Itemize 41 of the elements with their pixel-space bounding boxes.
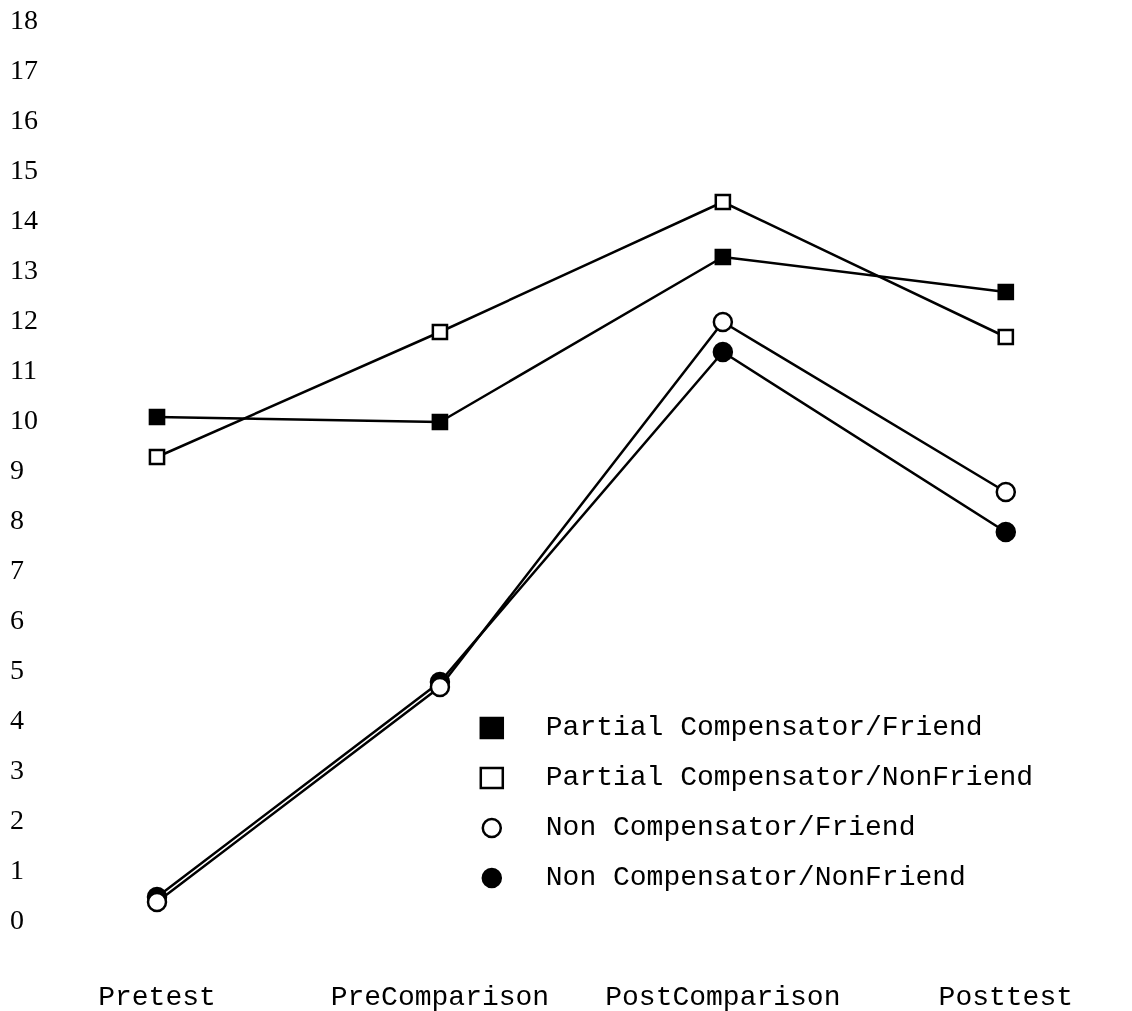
point xyxy=(997,328,1015,346)
y-tick-label: 15 xyxy=(10,154,38,186)
x-tick-label: Pretest xyxy=(98,982,216,1011)
legend-label: Partial Compensator/NonFriend xyxy=(545,762,1034,794)
y-tick-label: 6 xyxy=(10,604,24,636)
y-tick-label: 1 xyxy=(10,854,24,886)
point xyxy=(714,193,732,211)
point xyxy=(146,891,168,913)
x-tick-label: PreComparison xyxy=(330,982,550,1011)
point xyxy=(995,521,1017,543)
point xyxy=(431,413,449,431)
legend-label: Non Compensator/Friend xyxy=(545,812,916,844)
y-tick-label: 5 xyxy=(10,654,24,686)
point xyxy=(712,311,734,333)
point xyxy=(714,248,732,266)
y-tick-label: 9 xyxy=(10,454,24,486)
y-tick-label: 16 xyxy=(10,104,38,136)
point xyxy=(995,481,1017,503)
y-tick-label: 18 xyxy=(10,4,38,36)
point xyxy=(997,283,1015,301)
y-tick-label: 17 xyxy=(10,54,38,86)
y-tick-label: 7 xyxy=(10,554,24,586)
y-tick-label: 4 xyxy=(10,704,24,736)
y-tick-label: 3 xyxy=(10,754,24,786)
y-tick-label: 14 xyxy=(10,204,38,236)
y-tick-label: 10 xyxy=(10,404,38,436)
point xyxy=(148,448,166,466)
point xyxy=(429,676,451,698)
y-tick-label: 8 xyxy=(10,504,24,536)
y-tick-label: 0 xyxy=(10,904,24,936)
legend-label: Non Compensator/NonFriend xyxy=(545,862,966,894)
x-tick-label: Posttest xyxy=(938,982,1073,1011)
y-tick-label: 13 xyxy=(10,254,38,286)
point xyxy=(712,341,734,363)
point xyxy=(148,408,166,426)
y-tick-label: 11 xyxy=(10,354,37,386)
legend-label: Partial Compensator/Friend xyxy=(545,712,983,744)
y-tick-label: 2 xyxy=(10,804,24,836)
y-tick-label: 12 xyxy=(10,304,38,336)
point xyxy=(431,323,449,341)
x-tick-label: PostComparison xyxy=(605,982,841,1011)
